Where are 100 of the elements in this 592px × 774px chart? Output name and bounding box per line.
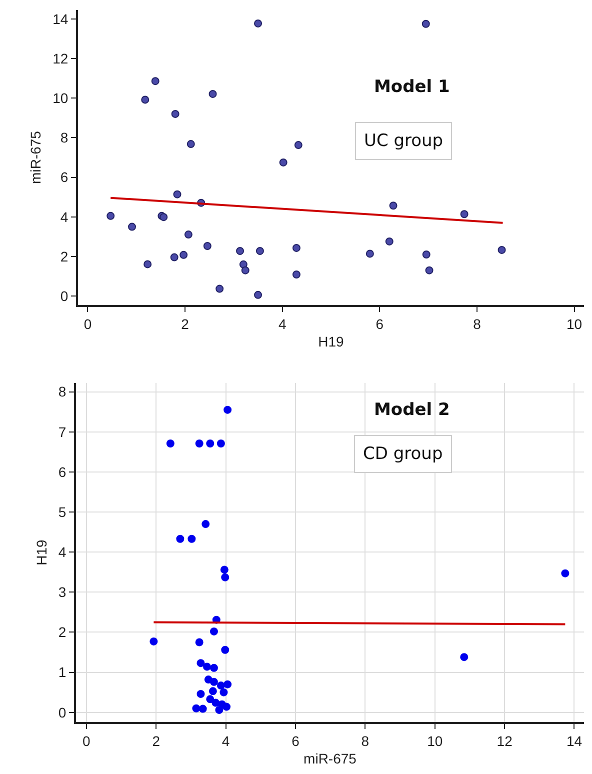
point [192, 704, 200, 712]
point [128, 222, 136, 231]
point [206, 695, 214, 704]
x-tick-label: 4 [278, 316, 286, 332]
point [198, 704, 207, 713]
point [256, 246, 264, 255]
y-tick-label: 1 [58, 664, 66, 680]
point [210, 627, 218, 636]
point [196, 659, 205, 668]
x-tick-label: 2 [181, 316, 190, 332]
point [279, 158, 288, 166]
point [366, 250, 374, 258]
y-tick-label: 2 [58, 624, 66, 640]
point [203, 662, 212, 671]
point [498, 246, 506, 254]
point [144, 260, 152, 268]
point [224, 680, 232, 688]
point [184, 230, 192, 239]
annotation: UC group [364, 131, 444, 151]
point [202, 520, 210, 528]
point [210, 678, 218, 686]
y-tick-label: 4 [60, 208, 68, 225]
point [151, 77, 160, 86]
point [254, 290, 262, 299]
point [170, 253, 178, 262]
point [173, 190, 182, 198]
point [203, 242, 212, 250]
point [171, 110, 180, 118]
y-tick-label: 3 [58, 584, 66, 600]
point [206, 440, 214, 448]
x-tick-label: 10 [566, 316, 582, 332]
x-tick-label: 0 [82, 732, 91, 749]
point [224, 406, 232, 414]
point [294, 141, 302, 150]
point [196, 690, 205, 698]
point [188, 534, 196, 543]
y-tick-label: 0 [60, 288, 68, 304]
x-tick-label: 6 [292, 732, 300, 749]
y-tick-label: 6 [58, 464, 66, 480]
point [216, 284, 224, 293]
point [425, 266, 434, 274]
x-tick-label: 8 [473, 316, 482, 332]
y-tick-label: 7 [58, 424, 66, 440]
point [221, 573, 230, 582]
point [389, 202, 398, 210]
y-tick-label: 2 [60, 248, 68, 264]
point [195, 440, 204, 448]
point [186, 140, 195, 148]
y-axis-title: H19 [34, 539, 50, 566]
x-tick-label: 6 [376, 316, 384, 332]
y-tick-label: 4 [58, 544, 66, 560]
x-tick-label: 0 [84, 316, 92, 332]
point [208, 90, 217, 98]
y-tick-label: 5 [58, 504, 66, 520]
point [460, 653, 468, 662]
y-tick-label: 0 [58, 704, 66, 720]
y-axis-title: miR-675 [28, 130, 44, 184]
point [216, 440, 225, 448]
point [176, 534, 184, 543]
point [216, 682, 225, 690]
point [150, 637, 158, 646]
point [254, 19, 262, 28]
annotation: Model 1 [374, 77, 450, 97]
y-tick-label: 6 [60, 169, 68, 186]
annotation: CD group [363, 444, 443, 464]
x-tick-label: 4 [222, 732, 230, 749]
point [166, 440, 174, 448]
point [215, 706, 224, 714]
point [208, 687, 217, 696]
point [236, 246, 244, 255]
point [241, 266, 250, 274]
point [210, 664, 218, 672]
y-tick-label: 14 [52, 10, 68, 27]
point [222, 702, 231, 711]
point [106, 212, 115, 220]
point [220, 688, 228, 696]
point [195, 638, 204, 646]
point [141, 96, 150, 104]
x-tick-label: 12 [496, 732, 513, 749]
point [220, 566, 228, 574]
point [292, 244, 300, 252]
x-tick-label: 14 [566, 732, 582, 749]
x-tick-label: 10 [427, 732, 443, 749]
y-tick-label: 8 [60, 130, 68, 146]
y-tick-label: 8 [58, 384, 66, 400]
x-tick-label: 8 [361, 732, 370, 749]
x-axis-title: miR-675 [304, 750, 357, 767]
point [422, 20, 430, 28]
x-axis-title: H19 [318, 334, 344, 350]
point [180, 250, 188, 259]
point [221, 646, 230, 654]
y-tick-label: 12 [52, 50, 68, 66]
y-tick-label: 10 [52, 90, 68, 106]
point [561, 569, 570, 578]
point [385, 237, 394, 246]
point [292, 270, 300, 279]
point [460, 210, 468, 218]
point [422, 250, 430, 259]
x-tick-label: 2 [152, 732, 160, 749]
annotation: Model 2 [374, 400, 450, 420]
